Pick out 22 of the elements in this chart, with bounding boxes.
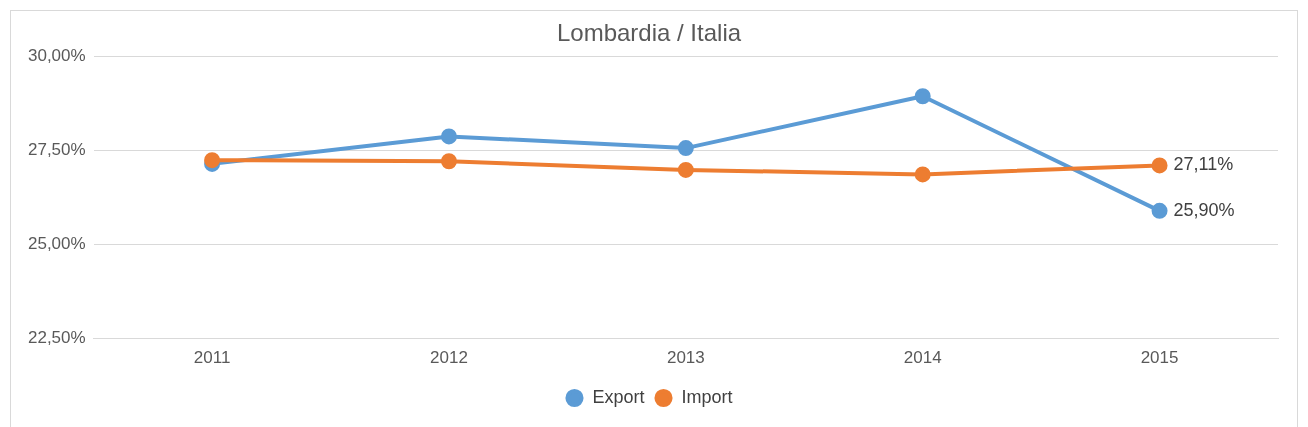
legend-label: Export [592,386,645,407]
x-tick-label: 2015 [1140,348,1179,368]
y-tick-label: 27,50% [27,140,86,160]
point [440,128,457,145]
x-tick-label: 2014 [903,348,942,368]
legend-label: Import [681,386,733,407]
point [914,88,931,105]
data-label: 27,11% [1173,154,1234,175]
point [677,161,694,178]
point [440,153,457,170]
x-tick-label: 2011 [193,348,231,368]
x-tick-label: 2012 [430,348,468,368]
point [914,166,931,183]
x-tick-label: 2013 [666,348,705,368]
point [1151,202,1168,219]
point [677,140,694,157]
chart-title: Lombardia / Italia [556,19,742,47]
y-tick-label: 25,00% [27,234,86,254]
y-tick-label: 22,50% [27,328,86,348]
y-tick-label: 30,00% [27,46,86,66]
data-label: 25,90% [1173,199,1235,220]
point [1151,157,1168,174]
